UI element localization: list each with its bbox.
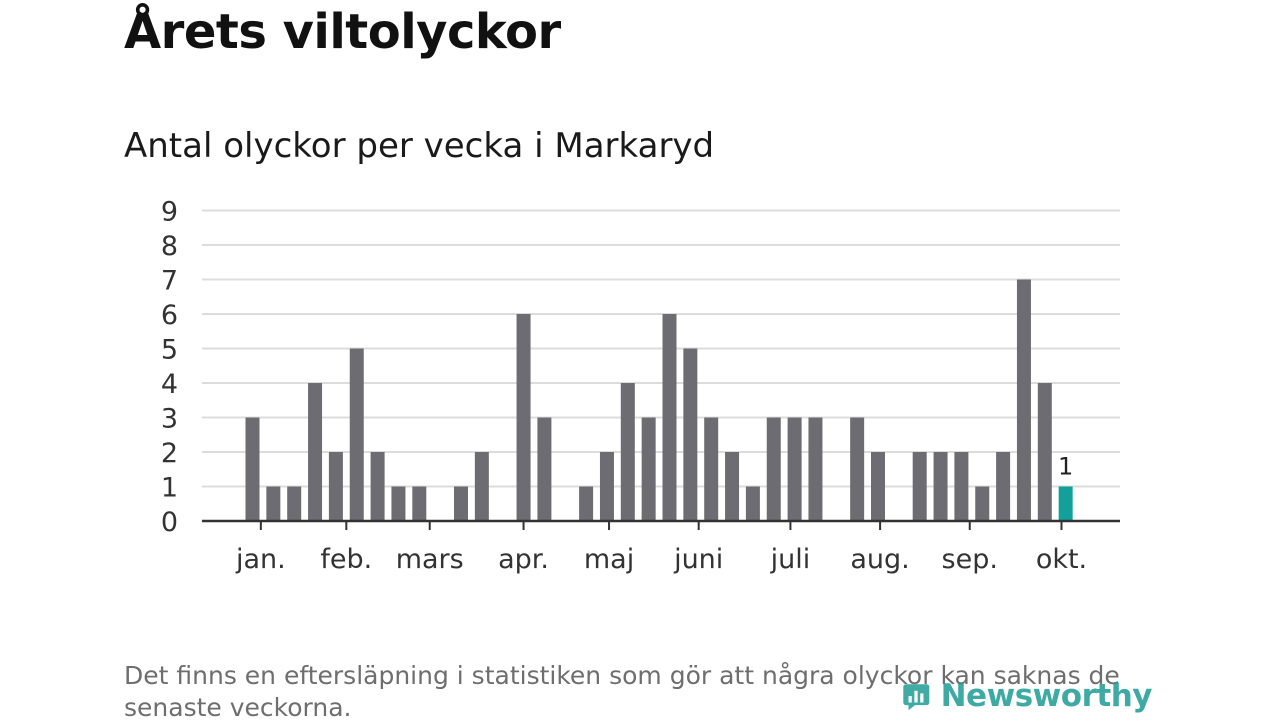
bar xyxy=(537,417,552,521)
y-axis-tick-labels: 01 23 45 67 89 xyxy=(161,197,178,539)
bar xyxy=(871,452,885,521)
y-tick-label: 7 xyxy=(161,266,178,297)
bar xyxy=(725,452,740,521)
bar xyxy=(266,486,281,521)
data-label: 1 xyxy=(1058,453,1073,481)
newsworthy-logo: Newsworthy xyxy=(902,672,1153,720)
bar xyxy=(975,486,990,521)
y-tick-label: 2 xyxy=(161,438,178,469)
y-tick-label: 6 xyxy=(161,300,178,331)
x-tick-label: okt. xyxy=(1036,544,1087,575)
x-tick-label: apr. xyxy=(498,544,549,575)
y-tick-label: 0 xyxy=(161,507,178,538)
y-tick-label: 8 xyxy=(161,231,178,262)
bar xyxy=(912,452,927,521)
bar xyxy=(933,452,948,521)
newsworthy-logo-icon xyxy=(903,684,930,711)
bar xyxy=(349,348,364,521)
chart-title: Årets viltolyckor xyxy=(124,4,561,60)
bar xyxy=(683,348,698,521)
bar xyxy=(787,417,802,521)
x-tick-label: mars xyxy=(396,544,464,575)
bar xyxy=(1016,279,1031,521)
bar xyxy=(620,383,635,521)
bar xyxy=(745,486,760,521)
data-labels: 1 xyxy=(1058,453,1073,481)
y-tick-label: 1 xyxy=(161,473,178,504)
bar xyxy=(245,417,260,521)
bar xyxy=(370,452,385,521)
y-tick-label: 4 xyxy=(161,369,178,400)
x-tick-label: juni xyxy=(673,544,723,575)
bar xyxy=(308,383,323,521)
y-tick-label: 5 xyxy=(161,335,178,366)
bar xyxy=(808,417,823,521)
bar xyxy=(996,452,1011,521)
x-axis: jan. feb. mars apr. maj juni juli aug. sep. okt. xyxy=(202,519,1120,575)
bar xyxy=(641,417,656,521)
bar xyxy=(516,314,531,521)
bar xyxy=(704,417,719,521)
bar xyxy=(474,452,489,521)
y-tick-label: 3 xyxy=(161,404,178,435)
bar xyxy=(412,486,427,521)
y-tick-label: 9 xyxy=(161,197,178,228)
bar xyxy=(662,314,677,521)
gridlines xyxy=(202,209,1120,488)
x-tick-label: feb. xyxy=(320,544,372,575)
logo-text: Newsworthy xyxy=(940,678,1153,714)
bar xyxy=(287,486,302,521)
bar xyxy=(391,486,406,521)
bar-highlighted xyxy=(1058,486,1073,521)
x-tick-label: juli xyxy=(770,544,811,575)
bar xyxy=(454,486,468,521)
x-tick-label: jan. xyxy=(235,544,286,575)
bar xyxy=(954,452,969,521)
footnote: Det finns en eftersläpning i statistiken… xyxy=(124,661,1120,722)
x-tick-label: maj xyxy=(584,544,634,575)
bar xyxy=(328,452,343,521)
bar xyxy=(579,486,594,521)
bar xyxy=(599,452,614,521)
x-tick-label: sep. xyxy=(942,544,998,575)
bars xyxy=(245,279,1073,521)
bar xyxy=(850,417,865,521)
chart-subtitle: Antal olyckor per vecka i Markaryd xyxy=(124,126,715,166)
bar xyxy=(1037,383,1052,521)
bar xyxy=(766,417,781,521)
x-tick-label: aug. xyxy=(850,544,909,575)
